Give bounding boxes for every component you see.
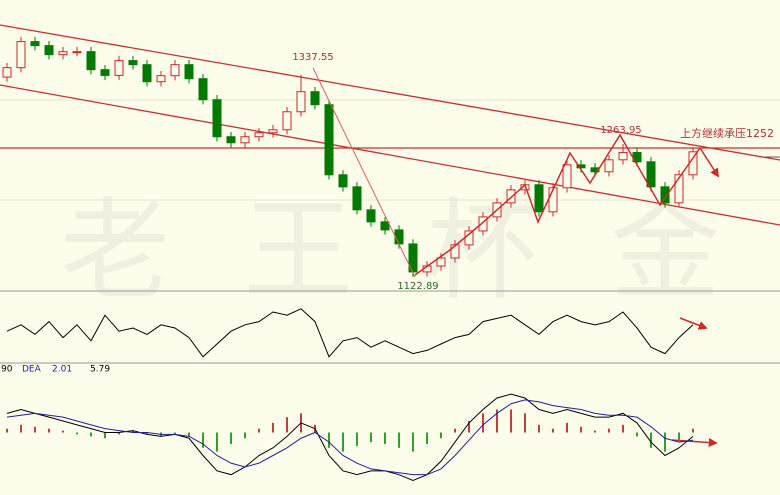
candle-body	[380, 221, 390, 231]
forecast-arrow	[699, 147, 719, 178]
candles	[2, 36, 698, 277]
candle-body	[506, 189, 516, 204]
candle-body	[646, 161, 656, 188]
candle-body	[58, 51, 68, 56]
macd-line	[6, 393, 694, 481]
candle-body	[478, 216, 488, 232]
macd-line	[6, 399, 694, 476]
legend-value: 2.01	[52, 365, 72, 375]
candle-body	[226, 136, 236, 144]
candle-body	[296, 91, 306, 113]
candle-body	[254, 132, 264, 138]
candle-body	[618, 151, 628, 161]
peak-label: 1263.95	[600, 125, 641, 136]
candle-body	[2, 67, 12, 78]
legend-text: DEA	[22, 365, 42, 375]
candle-body	[282, 111, 292, 131]
legend-value: 5.79	[90, 365, 110, 375]
candle-body	[464, 230, 474, 246]
candle-body	[352, 186, 362, 211]
candle-body	[674, 174, 684, 204]
swing-line	[312, 67, 416, 278]
candle-body	[338, 174, 348, 188]
candle-body	[366, 209, 376, 223]
legend-text: 90	[1, 365, 13, 375]
watermark-text: 老王杯金	[60, 187, 720, 315]
candle-body	[142, 64, 152, 83]
candle-body	[324, 104, 334, 176]
candle-body	[156, 75, 166, 83]
candle-body	[534, 184, 544, 213]
forecast-arrow	[679, 317, 708, 330]
candle-body	[212, 99, 222, 138]
macd-legend: 90 DEA 2.01 5.79	[1, 365, 110, 375]
watermark: 老王杯金	[60, 187, 720, 315]
trough-label: 1122.89	[397, 281, 438, 292]
candle-body	[128, 60, 138, 66]
candle-body	[198, 78, 208, 101]
channel-line	[0, 24, 780, 161]
candle-body	[604, 159, 614, 173]
candle-body	[30, 41, 40, 47]
candle-body	[240, 136, 250, 144]
candle-body	[394, 229, 404, 245]
candle-body	[268, 129, 278, 134]
candle-body	[44, 45, 54, 56]
peak-label: 1337.55	[292, 52, 333, 63]
oscillator-line	[6, 308, 694, 358]
forecast-arrow	[671, 438, 718, 447]
candle-body	[310, 91, 320, 106]
candle-body	[16, 41, 26, 69]
note: 上方继续承压1252	[680, 126, 774, 140]
zigzag	[414, 133, 701, 276]
channel-line	[0, 84, 780, 226]
candle-body	[86, 51, 96, 71]
candle-body	[184, 64, 194, 80]
candle-body	[72, 51, 82, 54]
candle-body	[450, 244, 460, 259]
candle-body	[114, 60, 124, 76]
candle-body	[170, 64, 180, 77]
candle-body	[436, 257, 446, 267]
candle-body	[100, 69, 110, 76]
candle-body	[576, 164, 586, 169]
candle-body	[562, 164, 572, 189]
candle-body	[660, 186, 670, 204]
